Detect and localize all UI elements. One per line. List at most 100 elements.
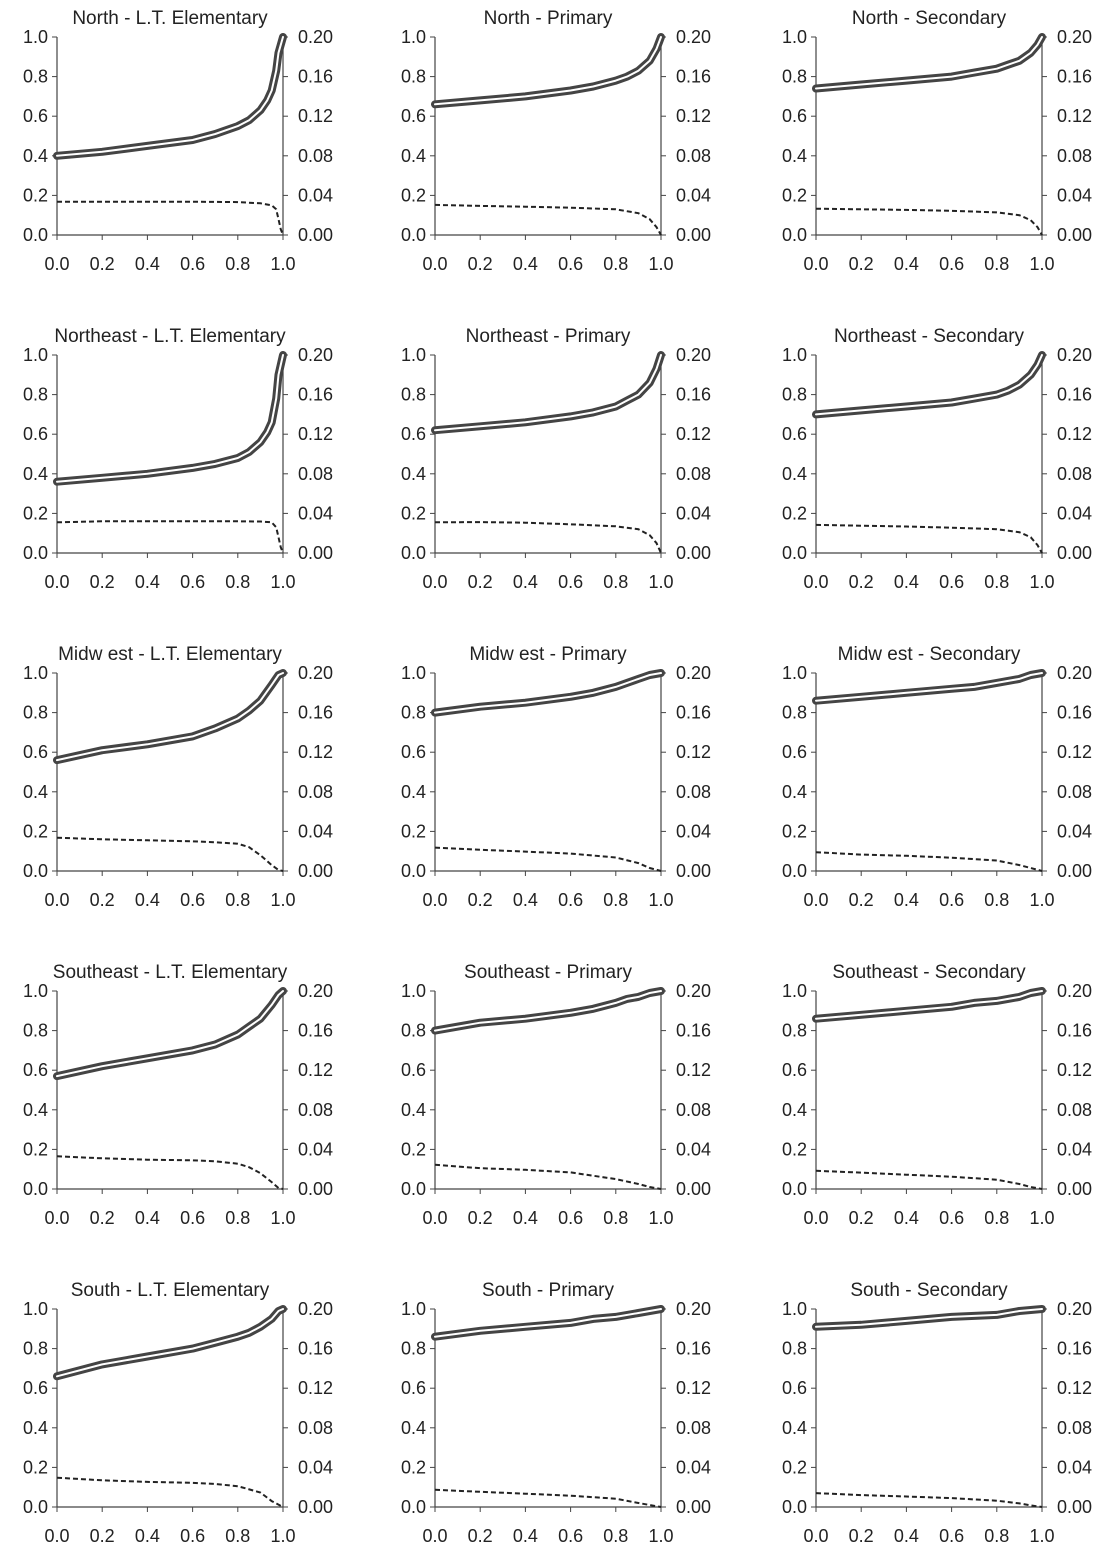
y-tick-label: 0.6 (23, 742, 48, 762)
y-tick-label: 0.8 (401, 67, 426, 87)
y2-tick-label: 0.08 (298, 146, 333, 166)
y2-tick-label: 0.08 (676, 146, 711, 166)
series-line (812, 987, 1046, 1023)
y2-tick-label: 0.20 (1057, 1299, 1092, 1319)
x-tick-label: 0.2 (468, 890, 493, 910)
x-tick-label: 1.0 (1029, 1208, 1054, 1228)
chart-title: Northeast - L.T. Elementary (54, 326, 286, 347)
x-tick-label: 1.0 (1029, 254, 1054, 274)
x-tick-label: 0.6 (180, 572, 205, 592)
series-line-inner (815, 354, 1043, 416)
y2-tick-label: 0.00 (1057, 543, 1092, 563)
x-tick-label: 0.6 (558, 254, 583, 274)
series-line (812, 669, 1046, 705)
y2-tick-label: 0.00 (1057, 1497, 1092, 1517)
y-tick-label: 0.4 (23, 464, 48, 484)
chart-title: North - Secondary (852, 8, 1007, 29)
x-tick-label: 0.0 (803, 572, 828, 592)
y-tick-label: 0.8 (401, 1021, 426, 1041)
x-tick-label: 0.2 (468, 572, 493, 592)
y2-tick-label: 0.04 (676, 821, 711, 841)
x-tick-label: 1.0 (648, 890, 673, 910)
x-tick-label: 0.4 (135, 1208, 160, 1228)
y-tick-label: 0.4 (782, 782, 807, 802)
y-tick-label: 0.8 (782, 67, 807, 87)
x-tick-label: 0.0 (44, 572, 69, 592)
y-tick-label: 0.2 (401, 821, 426, 841)
y2-tick-label: 0.16 (1057, 703, 1092, 723)
x-tick-label: 0.6 (939, 254, 964, 274)
x-tick-label: 0.0 (422, 1208, 447, 1228)
y-tick-label: 0.8 (782, 1021, 807, 1041)
y-tick-label: 0.4 (782, 1418, 807, 1438)
y-tick-label: 0.8 (23, 1021, 48, 1041)
y-tick-label: 0.6 (401, 1378, 426, 1398)
y-tick-label: 0.8 (23, 703, 48, 723)
y2-tick-label: 0.12 (676, 424, 711, 444)
x-tick-label: 0.6 (180, 254, 205, 274)
series-line-dashed (434, 203, 662, 236)
y2-tick-label: 0.12 (676, 742, 711, 762)
y2-tick-label: 0.16 (298, 1021, 333, 1041)
series-line-dashed (57, 200, 284, 236)
y2-tick-label: 0.12 (1057, 742, 1092, 762)
y-tick-label: 0.2 (401, 1139, 426, 1159)
y-tick-label: 1.0 (23, 27, 48, 47)
y-tick-label: 0.0 (401, 225, 426, 245)
y-tick-label: 0.0 (401, 1179, 426, 1199)
series-line-inner (434, 1308, 662, 1338)
x-tick-label: 0.4 (135, 890, 160, 910)
chart-panel: Southeast - L.T. Elementary 0.0 0.2 0.4 0.6 0… (23, 962, 333, 1228)
series-line (53, 987, 287, 1081)
series-line-dashed (434, 1488, 662, 1508)
y2-tick-label: 0.08 (1057, 1418, 1092, 1438)
y-tick-label: 0.4 (401, 782, 426, 802)
y-tick-label: 0.6 (782, 742, 807, 762)
x-tick-label: 0.0 (44, 890, 69, 910)
y-tick-label: 1.0 (782, 345, 807, 365)
y-tick-label: 0.8 (782, 703, 807, 723)
y2-tick-label: 0.12 (1057, 1378, 1092, 1398)
y2-tick-label: 0.00 (298, 1179, 333, 1199)
y-tick-label: 1.0 (23, 345, 48, 365)
series-line (53, 351, 287, 486)
y2-tick-label: 0.08 (676, 464, 711, 484)
series-line-dashed (815, 851, 1043, 872)
x-tick-label: 0.8 (225, 572, 250, 592)
series-line-inner (56, 354, 284, 483)
x-tick-label: 0.0 (44, 254, 69, 274)
chart-panel: Midw est - Primary0.00.20.40.60.81.00.00… (401, 644, 711, 910)
x-tick-label: 0.2 (90, 572, 115, 592)
y-tick-label: 0.4 (23, 146, 48, 166)
x-tick-label: 0.8 (984, 572, 1009, 592)
x-tick-label: 1.0 (270, 1208, 295, 1228)
y-tick-label: 0.4 (23, 1100, 48, 1120)
y2-tick-label: 0.08 (298, 464, 333, 484)
y2-tick-label: 0.04 (1057, 1139, 1092, 1159)
y-tick-label: 0.8 (782, 1339, 807, 1359)
y-tick-label: 0.0 (782, 543, 807, 563)
y2-tick-label: 0.04 (298, 1139, 333, 1159)
y2-tick-label: 0.00 (676, 225, 711, 245)
y2-tick-label: 0.04 (298, 185, 333, 205)
x-tick-label: 0.4 (894, 1526, 919, 1546)
series-line-inner (434, 990, 662, 1032)
y2-tick-label: 0.08 (298, 782, 333, 802)
x-tick-label: 0.8 (603, 890, 628, 910)
x-tick-label: 0.8 (984, 1208, 1009, 1228)
x-tick-label: 0.4 (894, 572, 919, 592)
y-tick-label: 0.4 (401, 1100, 426, 1120)
y-tick-label: 0.4 (782, 1100, 807, 1120)
y-tick-label: 0.2 (23, 1139, 48, 1159)
y2-tick-label: 0.16 (676, 67, 711, 87)
y-tick-label: 0.0 (401, 1497, 426, 1517)
y2-tick-label: 0.20 (1057, 981, 1092, 1001)
x-tick-label: 1.0 (270, 890, 295, 910)
x-tick-label: 0.0 (803, 254, 828, 274)
chart-title: Southeast - Secondary (832, 962, 1026, 983)
chart-title: Southeast - L.T. Elementary (53, 962, 288, 983)
x-tick-label: 0.0 (422, 1526, 447, 1546)
y2-tick-label: 0.20 (676, 345, 711, 365)
y-tick-label: 1.0 (782, 27, 807, 47)
